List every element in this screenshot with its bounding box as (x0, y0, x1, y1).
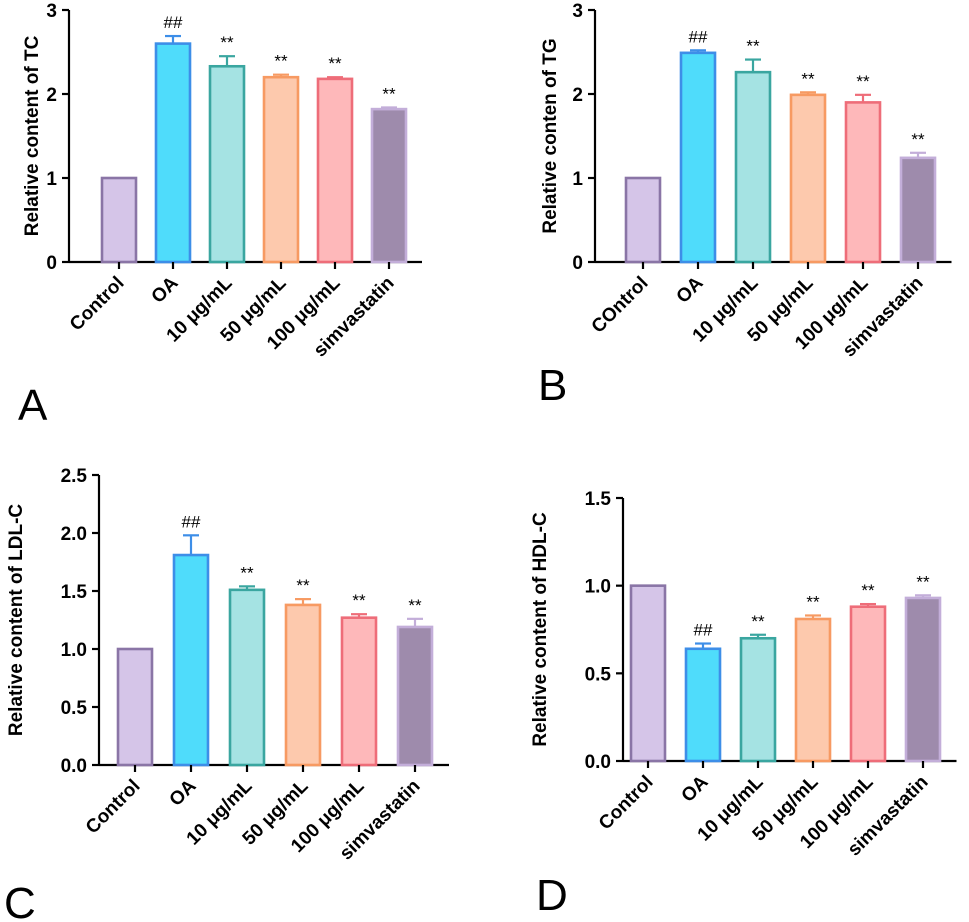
category-label: OA (678, 771, 713, 806)
bar-50-g-ml (794, 617, 832, 763)
bar-10-g-ml (228, 588, 266, 767)
significance-label: ** (916, 572, 930, 591)
y-tick-label: 2.0 (61, 524, 87, 545)
significance-label: ## (689, 27, 708, 46)
y-tick-label: 0.5 (61, 698, 88, 719)
bar-control (100, 176, 138, 264)
y-axis-title: Relative content of HDL-C (530, 512, 551, 747)
panel-letter: D (536, 871, 568, 920)
significance-label: ** (856, 72, 870, 91)
y-tick-label: 1 (46, 169, 57, 190)
significance-label: ## (182, 512, 201, 531)
bar-100-g-ml (849, 605, 887, 763)
significance-label: ** (296, 576, 310, 595)
y-tick-label: 1.0 (585, 577, 611, 598)
bar-10-g-ml (739, 636, 777, 763)
y-axis-title: Relative conten of TG (540, 38, 561, 233)
bar-oa (154, 42, 192, 264)
bar-10-g-ml (208, 64, 246, 264)
y-tick-label: 0.0 (61, 756, 87, 777)
y-tick-label: 2.5 (61, 466, 88, 487)
chart-panel-d: 0.0 0.5 1.0 1.5 Relative content of HDL-C Con… (530, 489, 957, 920)
category-label: Control (66, 273, 129, 336)
significance-label: ** (220, 33, 234, 52)
bar-50-g-ml (284, 603, 322, 767)
significance-label: ** (861, 581, 875, 600)
significance-label: ** (274, 52, 288, 71)
y-tick-label: 1 (572, 169, 583, 190)
category-label: Control (595, 772, 658, 835)
significance-label: ** (911, 130, 925, 149)
category-label: Control (82, 776, 145, 839)
y-axis-title: Relative content of TC (22, 35, 43, 236)
bar-control (624, 176, 662, 264)
significance-label: ** (408, 596, 422, 615)
y-tick-label: 3 (572, 1, 583, 22)
y-tick-label: 0.0 (585, 752, 611, 773)
significance-label: ** (751, 612, 765, 631)
y-tick-label: 1.0 (61, 640, 87, 661)
bar-50-g-ml (789, 93, 827, 264)
category-label: COntrol (588, 273, 653, 338)
y-tick-label: 2 (572, 85, 583, 106)
y-tick-label: 2 (46, 85, 57, 106)
y-tick-label: 3 (46, 1, 57, 22)
bar-simvastatin (370, 107, 408, 264)
bar-100-g-ml (316, 77, 354, 264)
significance-label: ** (240, 563, 254, 582)
bar-100-g-ml (340, 616, 378, 767)
bar-oa (684, 647, 722, 763)
significance-label: ** (801, 69, 815, 88)
significance-label: ** (382, 84, 396, 103)
significance-label: ** (746, 37, 760, 56)
category-label: OA (673, 272, 708, 307)
significance-label: ** (352, 591, 366, 610)
significance-label: ## (164, 13, 183, 32)
bar-10-g-ml (734, 70, 772, 264)
panel-letter: A (18, 381, 48, 430)
chart-panel-c: 0.0 0.5 1.0 1.5 2.0 2.5 Relative content of LD… (4, 466, 449, 922)
category-label: OA (148, 272, 183, 307)
panel-letter: C (4, 879, 36, 922)
y-axis-title: Relative content of LDL-C (6, 504, 27, 737)
category-label: OA (166, 775, 201, 810)
y-tick-label: 0.5 (585, 664, 612, 685)
bar-50-g-ml (262, 75, 300, 264)
significance-label: ## (694, 621, 713, 640)
significance-label: ** (328, 54, 342, 73)
bar-oa (679, 51, 717, 264)
bar-simvastatin (899, 156, 937, 264)
y-tick-label: 1.5 (61, 582, 88, 603)
bar-simvastatin (904, 596, 942, 763)
panel-letter: B (538, 361, 567, 410)
bar-simvastatin (396, 625, 434, 767)
y-tick-label: 0 (46, 253, 57, 274)
bar-control (116, 647, 154, 767)
y-tick-label: 1.5 (585, 489, 612, 510)
significance-label: ** (806, 592, 820, 611)
bar-100-g-ml (844, 101, 882, 264)
y-tick-label: 0 (572, 253, 583, 274)
bar-control (629, 584, 667, 763)
bar-oa (172, 553, 210, 767)
